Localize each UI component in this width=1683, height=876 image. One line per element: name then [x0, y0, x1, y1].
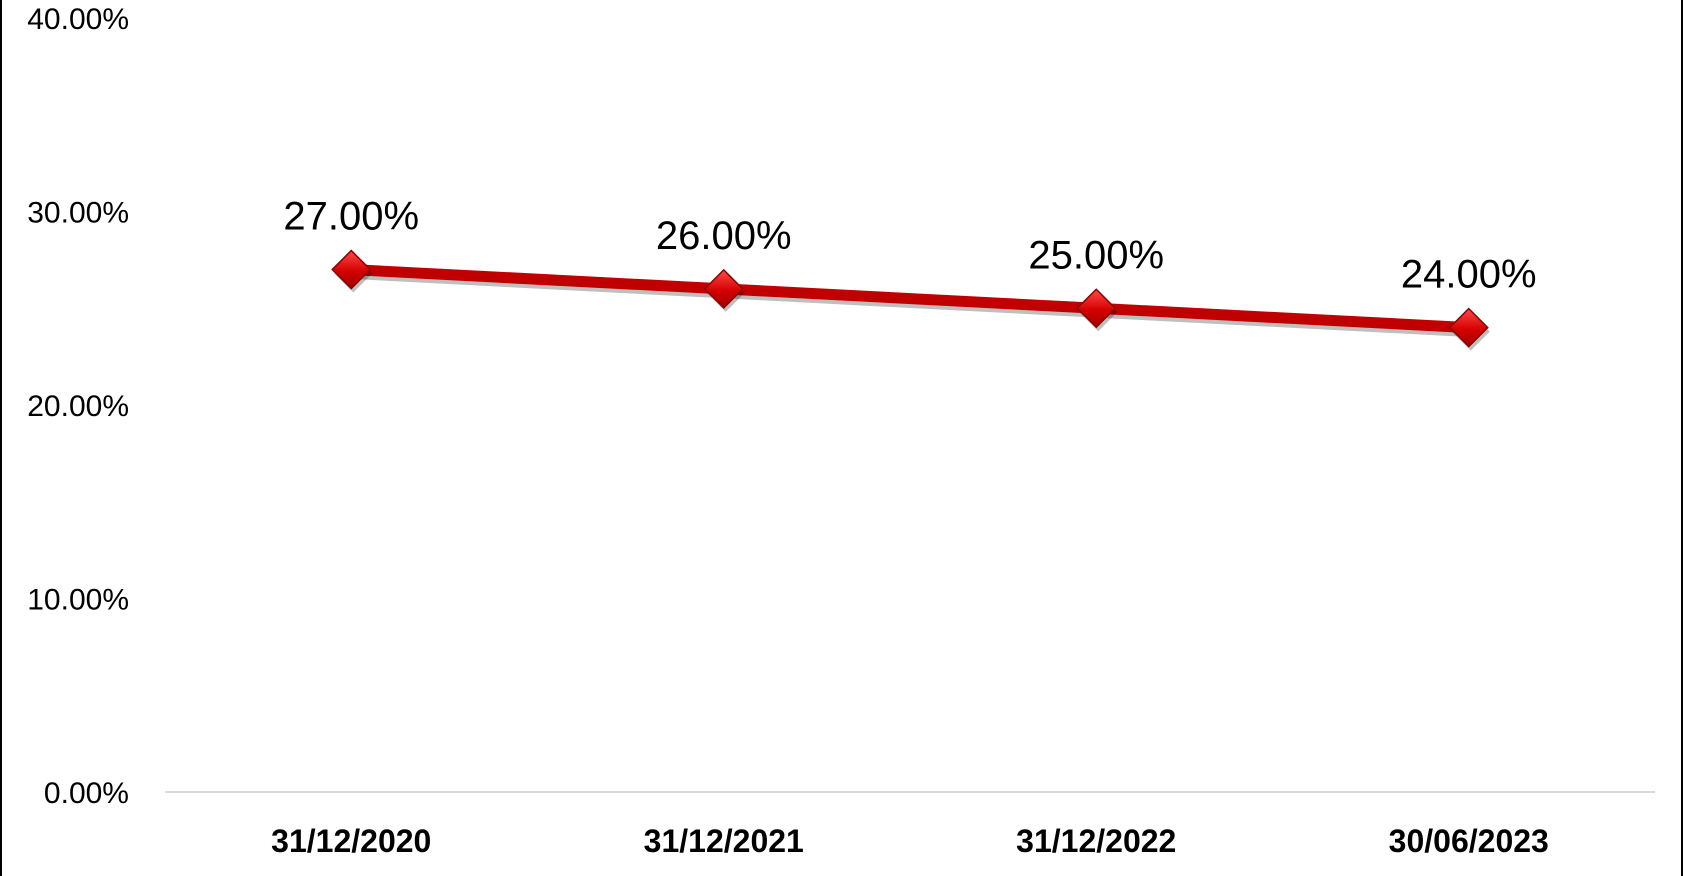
x-axis-tick-labels: 31/12/2020 31/12/2021 31/12/2022 30/06/2023	[271, 823, 1549, 859]
data-label: 26.00%	[656, 214, 792, 258]
y-tick-label: 20.00%	[27, 390, 129, 423]
x-tick-label: 31/12/2020	[271, 823, 431, 859]
series-group	[332, 251, 1490, 351]
data-label: 24.00%	[1401, 253, 1537, 297]
data-point-marker	[1077, 289, 1115, 327]
y-tick-label: 0.00%	[44, 777, 129, 810]
series-line	[351, 270, 1469, 328]
x-tick-label: 31/12/2021	[644, 823, 804, 859]
x-tick-label: 30/06/2023	[1389, 823, 1549, 859]
data-point-marker	[332, 251, 370, 289]
data-label: 27.00%	[283, 195, 419, 239]
data-point-marker	[1450, 309, 1488, 347]
data-label: 25.00%	[1028, 233, 1164, 277]
y-tick-label: 40.00%	[27, 3, 129, 36]
y-tick-label: 30.00%	[27, 197, 129, 230]
y-tick-label: 10.00%	[27, 584, 129, 617]
x-tick-label: 31/12/2022	[1016, 823, 1176, 859]
data-point-marker	[705, 270, 743, 308]
y-axis-tick-labels: 0.00% 10.00% 20.00% 30.00% 40.00%	[27, 3, 129, 810]
